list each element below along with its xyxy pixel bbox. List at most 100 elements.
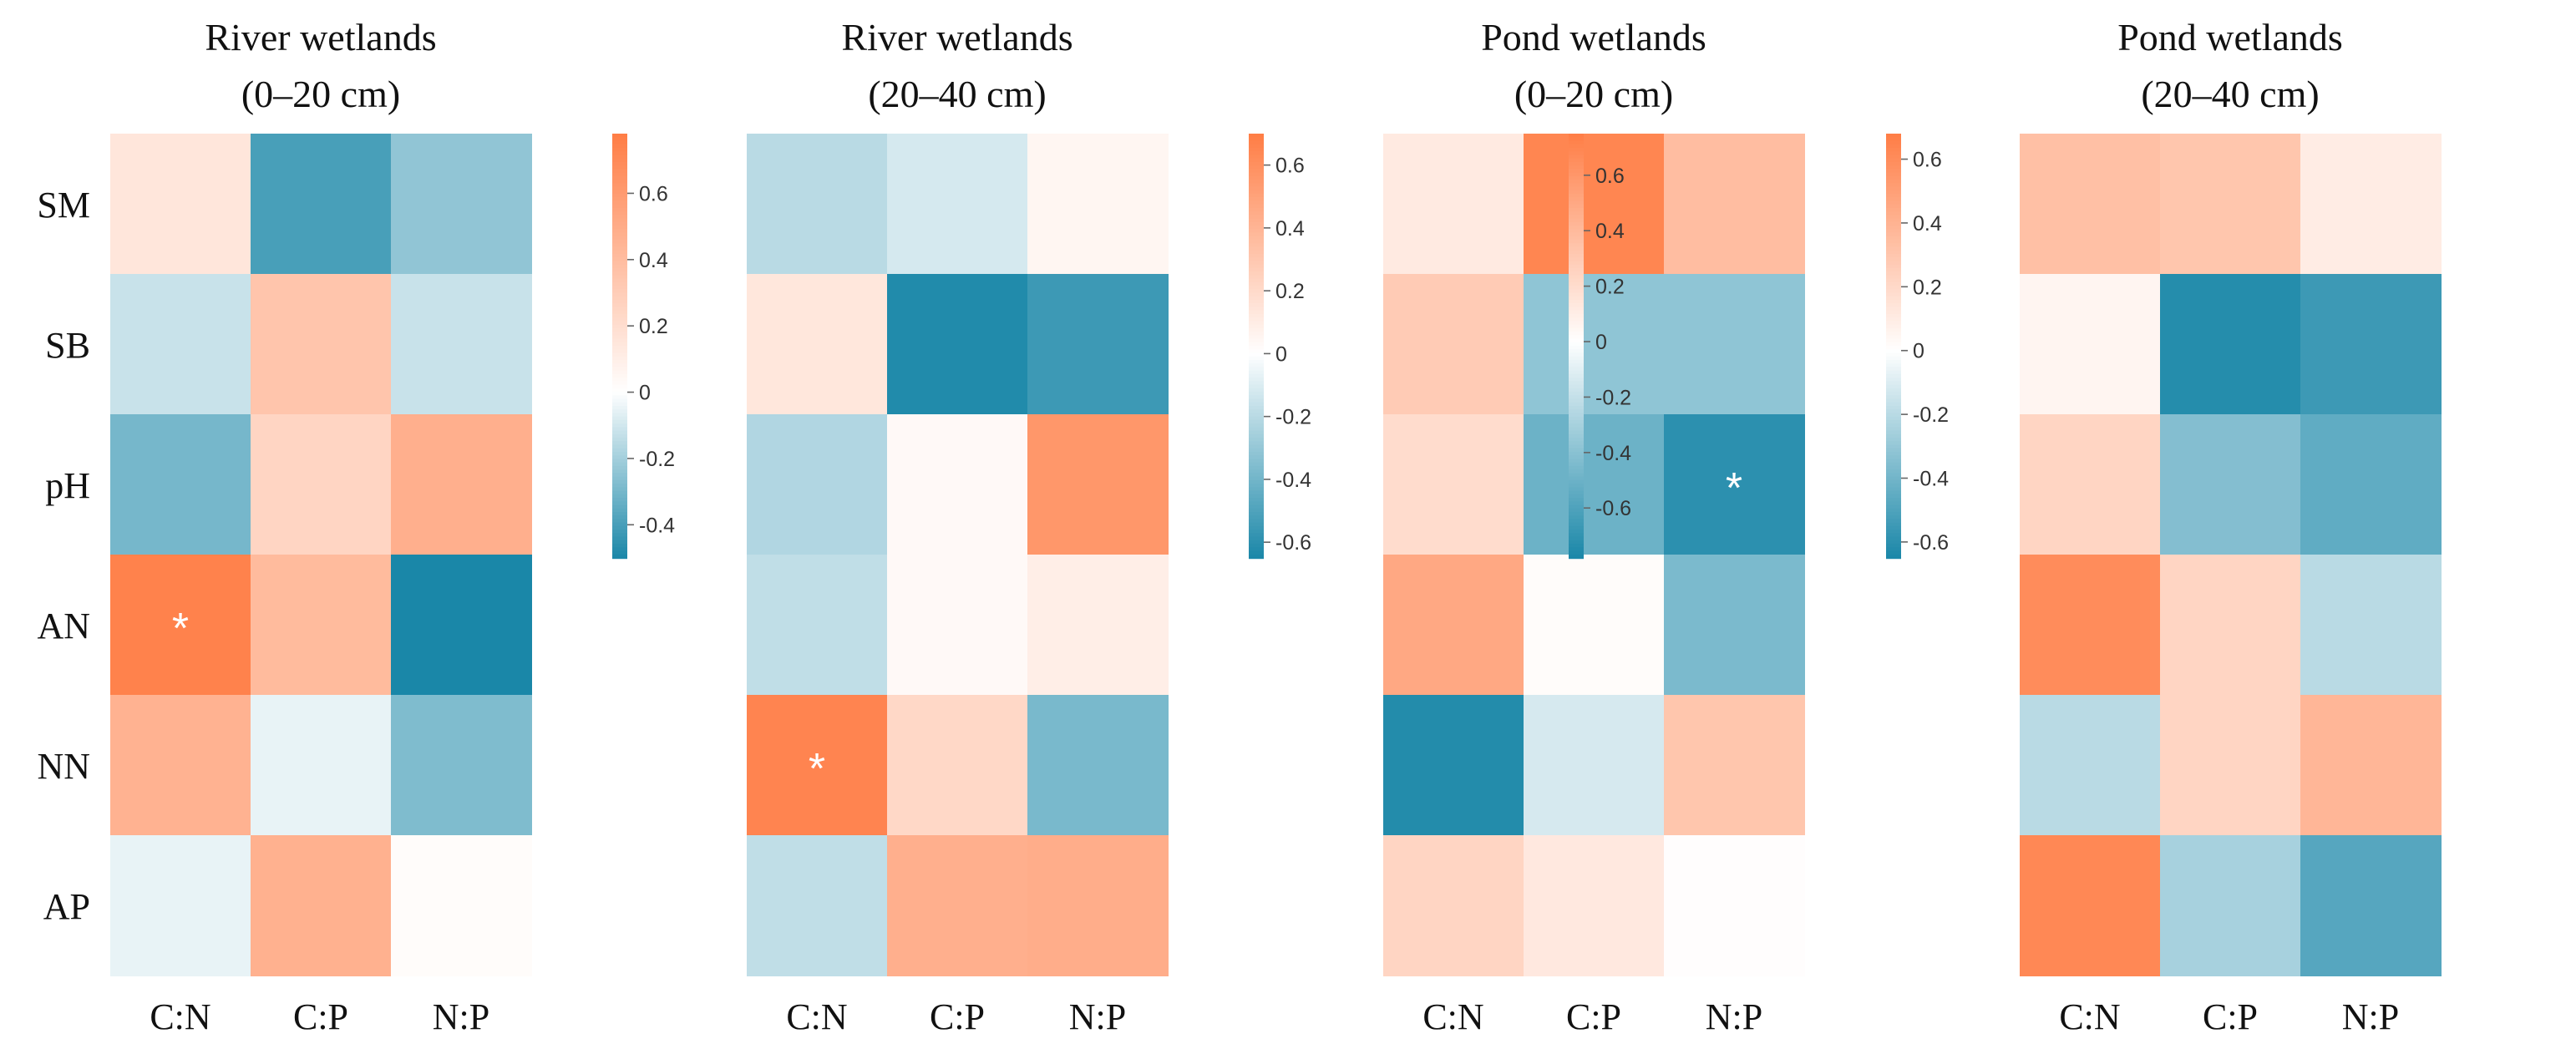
colorbar-segment <box>1249 501 1264 506</box>
colorbar-segment <box>1886 395 1901 400</box>
colorbar-segment <box>1886 144 1901 150</box>
colorbar-segment <box>612 373 627 379</box>
colorbar-segment <box>1249 547 1264 552</box>
colorbar-segment <box>1886 307 1901 312</box>
colorbar-segment <box>612 525 627 531</box>
colorbar-segment <box>1249 536 1264 542</box>
colorbar-segment <box>1249 197 1264 202</box>
colorbar-segment <box>612 317 627 322</box>
heatmap-cell <box>1027 414 1169 555</box>
colorbar-segment <box>1569 335 1584 340</box>
colorbar-tick-label: 0.2 <box>1913 276 1942 299</box>
colorbar-segment <box>1886 281 1901 287</box>
colorbar-segment <box>612 504 627 509</box>
colorbar-segment <box>612 413 627 418</box>
heatmap-cell <box>2020 835 2161 976</box>
colorbar-segment <box>612 140 627 145</box>
colorbar-segment <box>1249 271 1264 276</box>
colorbar-segment <box>1249 423 1264 428</box>
colorbar-segment <box>1569 498 1584 503</box>
colorbar-segment <box>1249 504 1264 509</box>
colorbar-segment <box>612 172 627 177</box>
colorbar-segment <box>1886 175 1901 181</box>
colorbar-segment <box>1886 508 1901 514</box>
heatmap-cell <box>1664 835 1805 976</box>
colorbar-segment <box>612 246 627 251</box>
colorbar-segment <box>1249 193 1264 199</box>
colorbar-segment <box>1886 211 1901 216</box>
colorbar-segment <box>1249 511 1264 517</box>
colorbar-segment <box>1569 161 1584 167</box>
colorbar-segment <box>1569 250 1584 256</box>
colorbar-segment <box>1249 207 1264 213</box>
colorbar-segment <box>1249 151 1264 156</box>
colorbar-segment <box>1249 465 1264 471</box>
column-label: C:P <box>2203 996 2258 1037</box>
colorbar-segment <box>1886 204 1901 210</box>
colorbar-segment <box>612 161 627 167</box>
colorbar-segment <box>1886 522 1901 528</box>
colorbar-segment <box>1886 292 1901 297</box>
column-label: C:N <box>2059 996 2120 1037</box>
colorbar-segment <box>1249 433 1264 439</box>
colorbar-segment <box>1886 261 1901 266</box>
heatmap-cell <box>2020 414 2161 555</box>
colorbar-segment <box>612 137 627 142</box>
colorbar-segment <box>1569 511 1584 517</box>
colorbar-segment <box>1569 264 1584 270</box>
colorbar-segment <box>612 540 627 545</box>
colorbar-segment <box>1249 384 1264 389</box>
colorbar-segment <box>1569 134 1584 139</box>
colorbar-segment <box>1569 281 1584 287</box>
heatmap-cell <box>2160 414 2301 555</box>
heatmap-cell <box>1383 695 1524 836</box>
colorbar-tick-label: 0.6 <box>1913 149 1942 172</box>
colorbar-segment <box>1569 352 1584 357</box>
colorbar-segment <box>1886 346 1901 351</box>
colorbar-segment <box>1249 455 1264 460</box>
colorbar-segment <box>1569 342 1584 347</box>
colorbar-segment <box>612 554 627 560</box>
colorbar-segment <box>1249 200 1264 205</box>
heatmap-cell <box>887 134 1028 275</box>
colorbar-segment <box>1249 378 1264 383</box>
heatmap-cell <box>391 695 532 836</box>
colorbar-segment <box>1886 278 1901 283</box>
colorbar-segment <box>1569 487 1584 492</box>
colorbar-segment <box>1569 200 1584 205</box>
colorbar-segment <box>1886 438 1901 443</box>
colorbar-segment <box>612 473 627 478</box>
row-label: SM <box>37 185 90 226</box>
colorbar-segment <box>1249 498 1264 503</box>
colorbar-segment <box>612 197 627 202</box>
colorbar-segment <box>1249 246 1264 251</box>
colorbar-tick-label: -0.4 <box>1913 468 1949 491</box>
colorbar-segment <box>1249 172 1264 177</box>
colorbar-segment <box>612 240 627 245</box>
colorbar-segment <box>1886 536 1901 542</box>
colorbar-segment <box>1249 373 1264 379</box>
colorbar-segment <box>1249 448 1264 454</box>
heatmap-cell <box>2300 835 2442 976</box>
colorbar-segment <box>1249 218 1264 224</box>
colorbar-segment <box>612 352 627 357</box>
significance-marker: * <box>1726 464 1742 513</box>
colorbar-segment <box>1569 547 1584 552</box>
colorbar-segment <box>1886 193 1901 199</box>
colorbar-segment <box>1569 332 1584 337</box>
figure-group: River wetlands (0–20 cm) * SM SB pH AN NN AP C:N C… <box>37 16 2442 1037</box>
colorbar-segment <box>1569 515 1584 520</box>
colorbar-segment <box>1569 204 1584 210</box>
colorbar-segment <box>1569 448 1584 454</box>
colorbar-segment <box>1886 232 1901 237</box>
colorbar-segment <box>612 332 627 337</box>
colorbar-segment <box>1886 367 1901 372</box>
colorbar-segment <box>612 335 627 340</box>
colorbar-segment <box>612 494 627 499</box>
colorbar-tick-label: -0.4 <box>1595 442 1631 465</box>
colorbar-segment <box>612 416 627 422</box>
colorbar-segment <box>1569 554 1584 560</box>
colorbar-segment <box>1886 452 1901 457</box>
colorbar-segment <box>612 367 627 372</box>
colorbar-segment <box>1569 232 1584 237</box>
